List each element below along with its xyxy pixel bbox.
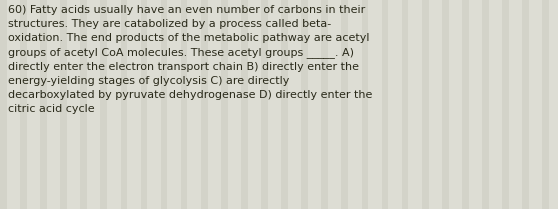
Bar: [261, 0, 268, 209]
Bar: [321, 0, 328, 209]
Bar: [201, 0, 208, 209]
Text: 60) Fatty acids usually have an even number of carbons in their
structures. They: 60) Fatty acids usually have an even num…: [8, 5, 373, 114]
Bar: [301, 0, 308, 209]
Bar: [462, 0, 469, 209]
Bar: [161, 0, 167, 209]
Bar: [100, 0, 107, 209]
Bar: [442, 0, 449, 209]
Bar: [382, 0, 388, 209]
Bar: [40, 0, 47, 209]
Bar: [502, 0, 509, 209]
Bar: [402, 0, 408, 209]
Bar: [341, 0, 348, 209]
Bar: [121, 0, 127, 209]
Bar: [60, 0, 67, 209]
Bar: [482, 0, 489, 209]
Bar: [20, 0, 27, 209]
Bar: [542, 0, 549, 209]
Bar: [362, 0, 368, 209]
Bar: [141, 0, 147, 209]
Bar: [422, 0, 429, 209]
Bar: [241, 0, 248, 209]
Bar: [221, 0, 228, 209]
Bar: [80, 0, 87, 209]
Bar: [281, 0, 288, 209]
Bar: [522, 0, 529, 209]
Bar: [181, 0, 187, 209]
Bar: [0, 0, 7, 209]
